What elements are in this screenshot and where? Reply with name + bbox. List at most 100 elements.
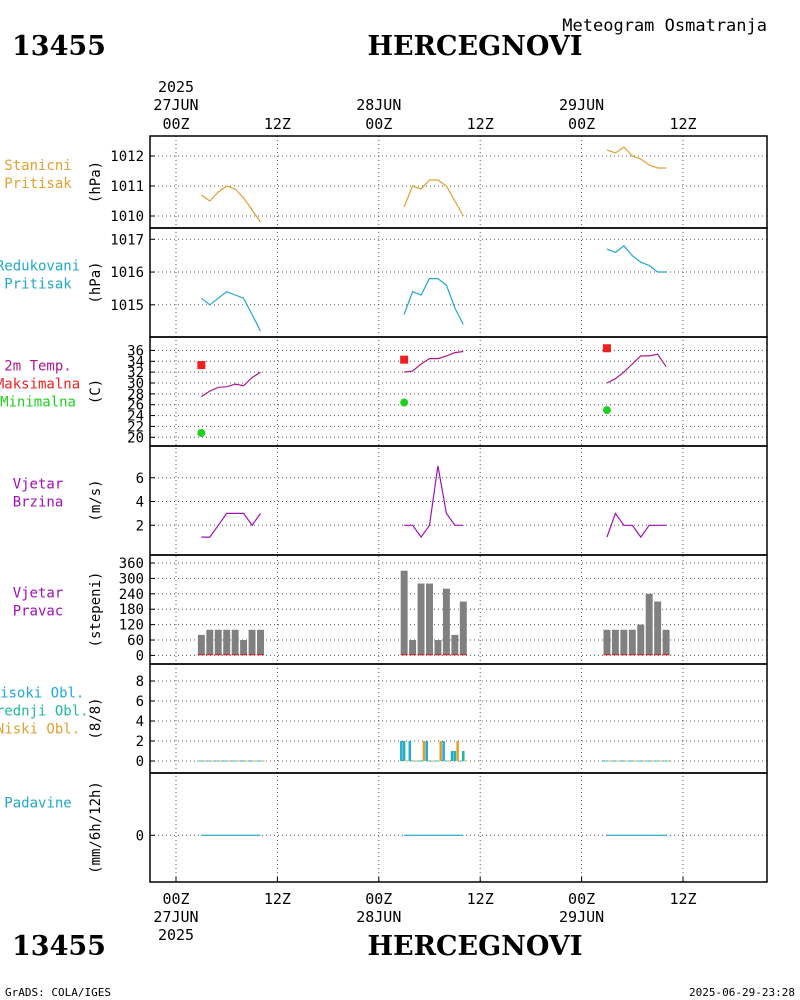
wind-direction-bar-13: [442, 588, 450, 656]
wind-direction-bar-16: [603, 629, 611, 656]
reduced-pressure-label-0: Redukovani: [0, 259, 80, 275]
wind-direction-bar-21: [645, 593, 653, 656]
time-tick-top-3: 12Z: [467, 115, 494, 133]
precipitation-label-0: Padavine: [4, 796, 71, 812]
date-label-bottom-2: 28JUN: [356, 908, 401, 926]
temperature-unit-label: (C): [88, 379, 104, 404]
station-pressure-line-0-1: [403, 179, 464, 217]
clouds-label-1: Srednji Obl.: [0, 704, 89, 720]
frame-layer: [149, 135, 768, 883]
station-pressure-line-0-2: [606, 146, 667, 169]
wind-direction-bar-20: [637, 624, 645, 656]
temperature-frame: [149, 336, 768, 447]
station-pressure-frame: [149, 135, 768, 229]
time-tick-top-2: 00Z: [365, 115, 392, 133]
wind-direction-bar-3: [223, 629, 231, 656]
clouds-label-0: Visoki Obl.: [0, 686, 84, 702]
clouds-label-2: Niski Obl.: [0, 722, 80, 738]
temperature-ytick-label-5: 30: [127, 376, 144, 392]
clouds-ytick-label-2: 4: [136, 714, 144, 730]
temperature-ytick-label-8: 36: [127, 343, 144, 359]
wind-direction-bar-4: [231, 629, 239, 656]
temperature-ytick-label-3: 26: [127, 398, 144, 414]
wind-speed-line-0-2: [606, 512, 667, 539]
label-layer: 00Z00Z27JUN27JUN12Z12Z00Z00Z28JUN28JUN12…: [0, 96, 697, 926]
date-label-bottom-4: 29JUN: [559, 908, 604, 926]
time-tick-bottom-4: 00Z: [568, 890, 595, 908]
clouds-cloudbar-1-8: [402, 741, 406, 761]
date-label-top-0: 27JUN: [153, 96, 198, 114]
wind-speed-label-0: Vjetar: [13, 477, 64, 493]
data-layer: [197, 146, 671, 836]
wind-direction-bar-12: [434, 640, 442, 656]
wind-direction-bar-2: [214, 629, 222, 656]
wind-direction-bar-6: [248, 629, 256, 656]
clouds-cloudbar-0-14: [450, 751, 454, 761]
date-label-top-2: 28JUN: [356, 96, 401, 114]
wind-speed-ytick-label-2: 6: [136, 471, 144, 487]
clouds-cloudbar-2-14: [456, 741, 459, 761]
wind-direction-ytick-label-3: 180: [119, 602, 144, 618]
year-label-bottom: 2025: [158, 926, 194, 944]
reduced-pressure-line-0-2: [606, 244, 667, 273]
precipitation-ytick-label-0: 0: [136, 828, 144, 844]
reduced-pressure-ytick-label-1: 1016: [110, 265, 144, 281]
wind-direction-unit-label: (stepeni): [88, 572, 104, 648]
wind-direction-ytick-label-2: 120: [119, 618, 144, 634]
temperature-max-point-1: [400, 355, 409, 364]
wind-direction-bar-10: [417, 583, 425, 656]
station-pressure-label-0: Stanicni: [4, 158, 71, 174]
reduced-pressure-line-0-0: [200, 291, 262, 332]
wind-direction-bar-23: [662, 629, 670, 656]
date-label-top-4: 29JUN: [559, 96, 604, 114]
time-tick-bottom-2: 00Z: [365, 890, 392, 908]
wind-direction-bar-19: [628, 629, 636, 656]
wind-direction-bar-8: [400, 570, 408, 656]
precipitation-frame: [149, 772, 768, 883]
chart-subtitle: Meteogram Osmatranja: [562, 16, 767, 36]
wind-direction-ytick-label-5: 300: [119, 571, 144, 587]
temperature-ytick-label-2: 24: [127, 409, 144, 425]
station-pressure-unit-label: (hPa): [88, 161, 104, 203]
date-label-bottom-0: 27JUN: [153, 908, 198, 926]
wind-speed-label-1: Brzina: [13, 495, 64, 511]
reduced-pressure-label-1: Pritisak: [4, 277, 72, 293]
wind-speed-line-0-1: [404, 465, 464, 539]
wind-direction-bar-9: [409, 640, 417, 656]
wind-speed-line-0-0: [201, 512, 261, 538]
reduced-pressure-ytick-label-0: 1015: [110, 298, 144, 314]
wind-speed-frame: [149, 445, 768, 556]
time-tick-bottom-5: 12Z: [669, 890, 696, 908]
time-tick-bottom-3: 12Z: [467, 890, 494, 908]
station-pressure-ytick-label-0: 1010: [110, 209, 144, 225]
wind-direction-ytick-label-4: 240: [119, 587, 144, 603]
wind-direction-bar-1: [206, 629, 214, 656]
time-tick-top-5: 12Z: [669, 115, 696, 133]
precipitation-unit-label: (mm/6h/12h): [88, 781, 104, 874]
clouds-cloudbar-1-15: [462, 751, 465, 761]
reduced-pressure-line-0-1: [403, 278, 464, 325]
temperature-line-0-2: [606, 353, 667, 384]
clouds-ytick-label-3: 6: [136, 694, 144, 710]
footer-credit: GrADS: COLA/IGES: [5, 986, 111, 999]
wind-direction-ytick-label-0: 0: [136, 648, 144, 664]
temperature-ytick-label-1: 22: [127, 419, 144, 435]
reduced-pressure-frame: [149, 227, 768, 338]
station-name-bottom: HERCEGNOVI: [368, 931, 583, 962]
clouds-cloudbar-0-11: [425, 741, 428, 761]
time-tick-bottom-1: 12Z: [264, 890, 291, 908]
station-name-top: HERCEGNOVI: [368, 31, 583, 62]
wind-direction-bar-5: [240, 640, 248, 656]
temperature-ytick-label-7: 34: [127, 354, 144, 370]
time-tick-top-0: 00Z: [162, 115, 189, 133]
clouds-unit-label: (8/8): [88, 697, 104, 739]
temperature-label-1: Maksimalna: [0, 377, 80, 393]
time-tick-bottom-0: 00Z: [162, 890, 189, 908]
wind-direction-label-0: Vjetar: [13, 586, 64, 602]
clouds-cloudbar-0-8: [400, 741, 403, 761]
wind-direction-bar-17: [611, 629, 619, 656]
year-label-top: 2025: [158, 78, 194, 96]
clouds-ytick-label-1: 2: [136, 734, 144, 750]
clouds-cloudbar-0-9: [408, 741, 412, 761]
